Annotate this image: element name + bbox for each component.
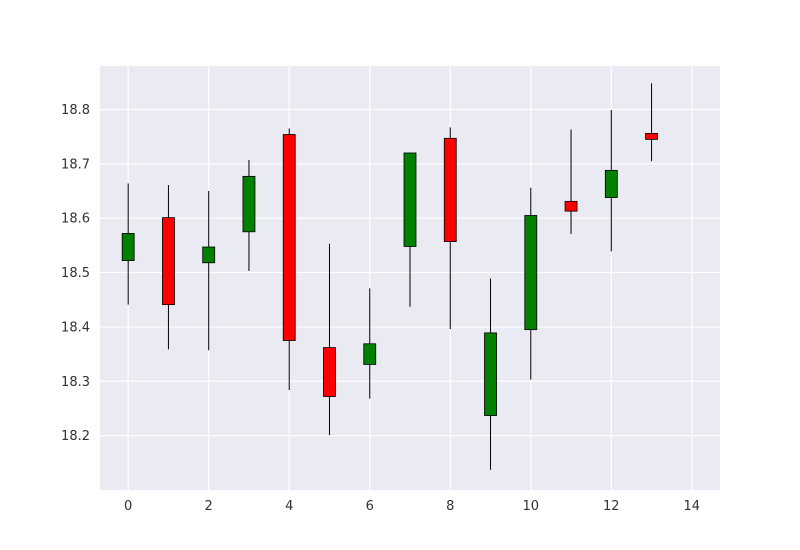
candle-body-down <box>323 347 336 397</box>
candle-body-up <box>484 332 497 416</box>
candle-body-down <box>282 134 296 341</box>
candles <box>121 83 658 470</box>
y-tick-label: 18.6 <box>61 212 90 227</box>
candle-body-down <box>162 217 175 306</box>
candle-body-up <box>242 175 256 233</box>
x-tick-label: 14 <box>684 499 701 514</box>
y-tick-label: 18.5 <box>61 266 90 281</box>
x-tick-label: 2 <box>205 499 213 514</box>
candle-body-up <box>524 215 538 331</box>
candle-body-down <box>443 137 457 242</box>
y-tick-label: 18.7 <box>61 157 90 172</box>
x-tick-label: 4 <box>285 499 293 514</box>
y-tick-label: 18.2 <box>61 429 90 444</box>
candle-body-up <box>202 246 216 264</box>
candle-body-down <box>564 200 578 212</box>
x-axis-ticks: 0 2 4 6 8 10 12 14 <box>124 499 700 514</box>
y-axis-ticks: 18.2 18.3 18.4 18.5 18.6 18.7 18.8 <box>61 103 90 444</box>
candle-body-up <box>121 233 135 262</box>
candle-body-down <box>645 133 658 140</box>
y-tick-label: 18.4 <box>61 320 90 335</box>
candle-body-up <box>403 152 417 247</box>
candle-body-up <box>604 169 618 198</box>
candle-body-up <box>363 343 377 365</box>
x-tick-label: 8 <box>446 499 454 514</box>
x-tick-label: 10 <box>523 499 540 514</box>
x-tick-label: 12 <box>603 499 620 514</box>
y-tick-label: 18.3 <box>61 375 90 390</box>
x-tick-label: 6 <box>366 499 374 514</box>
y-tick-label: 18.8 <box>61 103 90 118</box>
x-tick-label: 0 <box>124 499 132 514</box>
